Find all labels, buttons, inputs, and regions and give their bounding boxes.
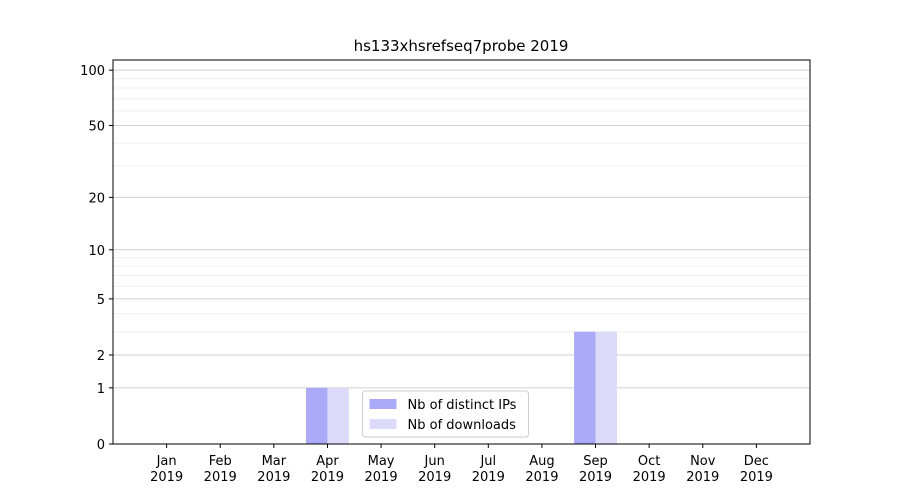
x-tick-label: Mar 2019 [257,454,290,485]
y-tick-label: 50 [88,120,105,135]
x-tick-label: Apr 2019 [311,454,344,485]
bar [327,387,349,444]
bar [574,331,596,444]
x-tick-label: Sep 2019 [579,454,612,485]
y-tick-label: 1 [97,382,105,397]
x-tick-label: Jun 2019 [418,454,451,485]
x-tick-label: Aug 2019 [525,454,558,485]
x-tick-label: Oct 2019 [633,454,666,485]
x-tick-label: Feb 2019 [204,454,237,485]
x-tick-label: Jul 2019 [472,454,505,485]
bar [306,387,328,444]
legend-label: Nb of downloads [408,418,517,433]
y-tick-label: 5 [97,293,105,308]
chart-title: hs133xhsrefseq7probe 2019 [354,37,569,55]
x-tick-label: Nov 2019 [686,454,719,485]
legend-box [362,390,529,438]
legend-label: Nb of distinct IPs [408,398,517,413]
x-tick-label: May 2019 [365,454,398,485]
y-tick-label: 0 [97,438,105,453]
bar [595,331,617,444]
y-tick-label: 20 [88,191,105,206]
legend-swatch [369,419,397,429]
y-tick-label: 100 [80,64,105,79]
plot-frame [112,59,811,445]
y-tick-label: 2 [97,349,105,364]
legend-swatch [369,399,397,409]
x-tick-label: Jan 2019 [150,454,183,485]
x-tick-label: Dec 2019 [740,454,773,485]
y-tick-label: 10 [88,244,105,259]
